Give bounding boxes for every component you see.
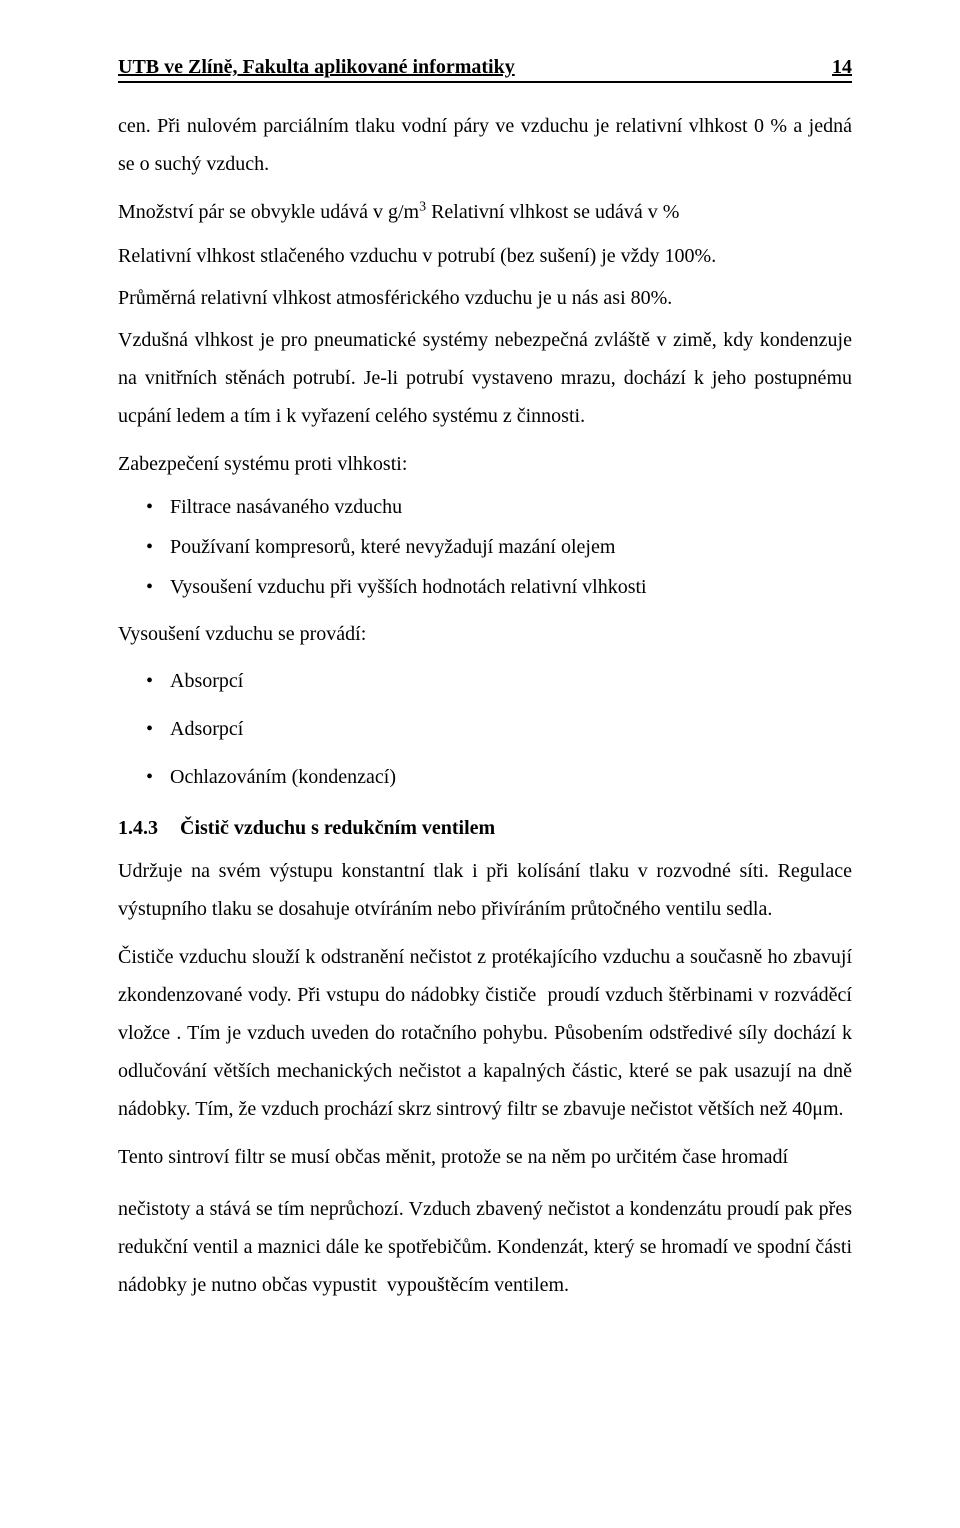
- paragraph-continuation: cen. Při nulovém parciálním tlaku vodní …: [118, 107, 852, 183]
- paragraph-rel-stlac: Relativní vlhkost stlačeného vzduchu v p…: [118, 237, 852, 275]
- list-vysouseni: Absorpcí Adsorpcí Ochlazováním (kondenza…: [118, 657, 852, 801]
- list-zabezpeceni: Filtrace nasávaného vzduchu Používaní ko…: [118, 487, 852, 607]
- label-vysouseni: Vysoušení vzduchu se provádí:: [118, 615, 852, 653]
- list-item: Vysoušení vzduchu při vyšších hodnotách …: [146, 567, 852, 607]
- page: UTB ve Zlíně, Fakulta aplikované informa…: [0, 0, 960, 1528]
- page-number: 14: [832, 56, 852, 79]
- list-item: Absorpcí: [146, 657, 852, 705]
- superscript-3: 3: [419, 199, 426, 214]
- paragraph-prumerna: Průměrná relativní vlhkost atmosférickéh…: [118, 279, 852, 317]
- section-title: Čistič vzduchu s redukčním ventilem: [180, 817, 495, 839]
- paragraph-mnozstvi: Množství pár se obvykle udává v g/m3 Rel…: [118, 193, 852, 231]
- paragraph-necistoty: nečistoty a stává se tím neprůchozí. Vzd…: [118, 1190, 852, 1304]
- list-item: Ochlazováním (kondenzací): [146, 753, 852, 801]
- label-zabezpeceni: Zabezpečení systému proti vlhkosti:: [118, 445, 852, 483]
- paragraph-sintrovy: Tento sintroví filtr se musí občas měnit…: [118, 1138, 852, 1176]
- list-item: Používaní kompresorů, které nevyžadují m…: [146, 527, 852, 567]
- section-heading: 1.4.3 Čistič vzduchu s redukčním ventilem: [118, 817, 852, 840]
- text-before-sup: Množství pár se obvykle udává v g/m: [118, 201, 419, 223]
- list-item: Filtrace nasávaného vzduchu: [146, 487, 852, 527]
- paragraph-vzdusna: Vzdušná vlhkost je pro pneumatické systé…: [118, 321, 852, 435]
- text-after-sup: Relativní vlhkost se udává v %: [426, 201, 679, 223]
- list-item: Adsorpcí: [146, 705, 852, 753]
- section-number: 1.4.3: [118, 817, 158, 840]
- paragraph-udrzuje: Udržuje na svém výstupu konstantní tlak …: [118, 852, 852, 928]
- paragraph-cistice: Čističe vzduchu slouží k odstranění neči…: [118, 938, 852, 1128]
- running-header-title: UTB ve Zlíně, Fakulta aplikované informa…: [118, 56, 515, 79]
- running-header: UTB ve Zlíně, Fakulta aplikované informa…: [118, 56, 852, 83]
